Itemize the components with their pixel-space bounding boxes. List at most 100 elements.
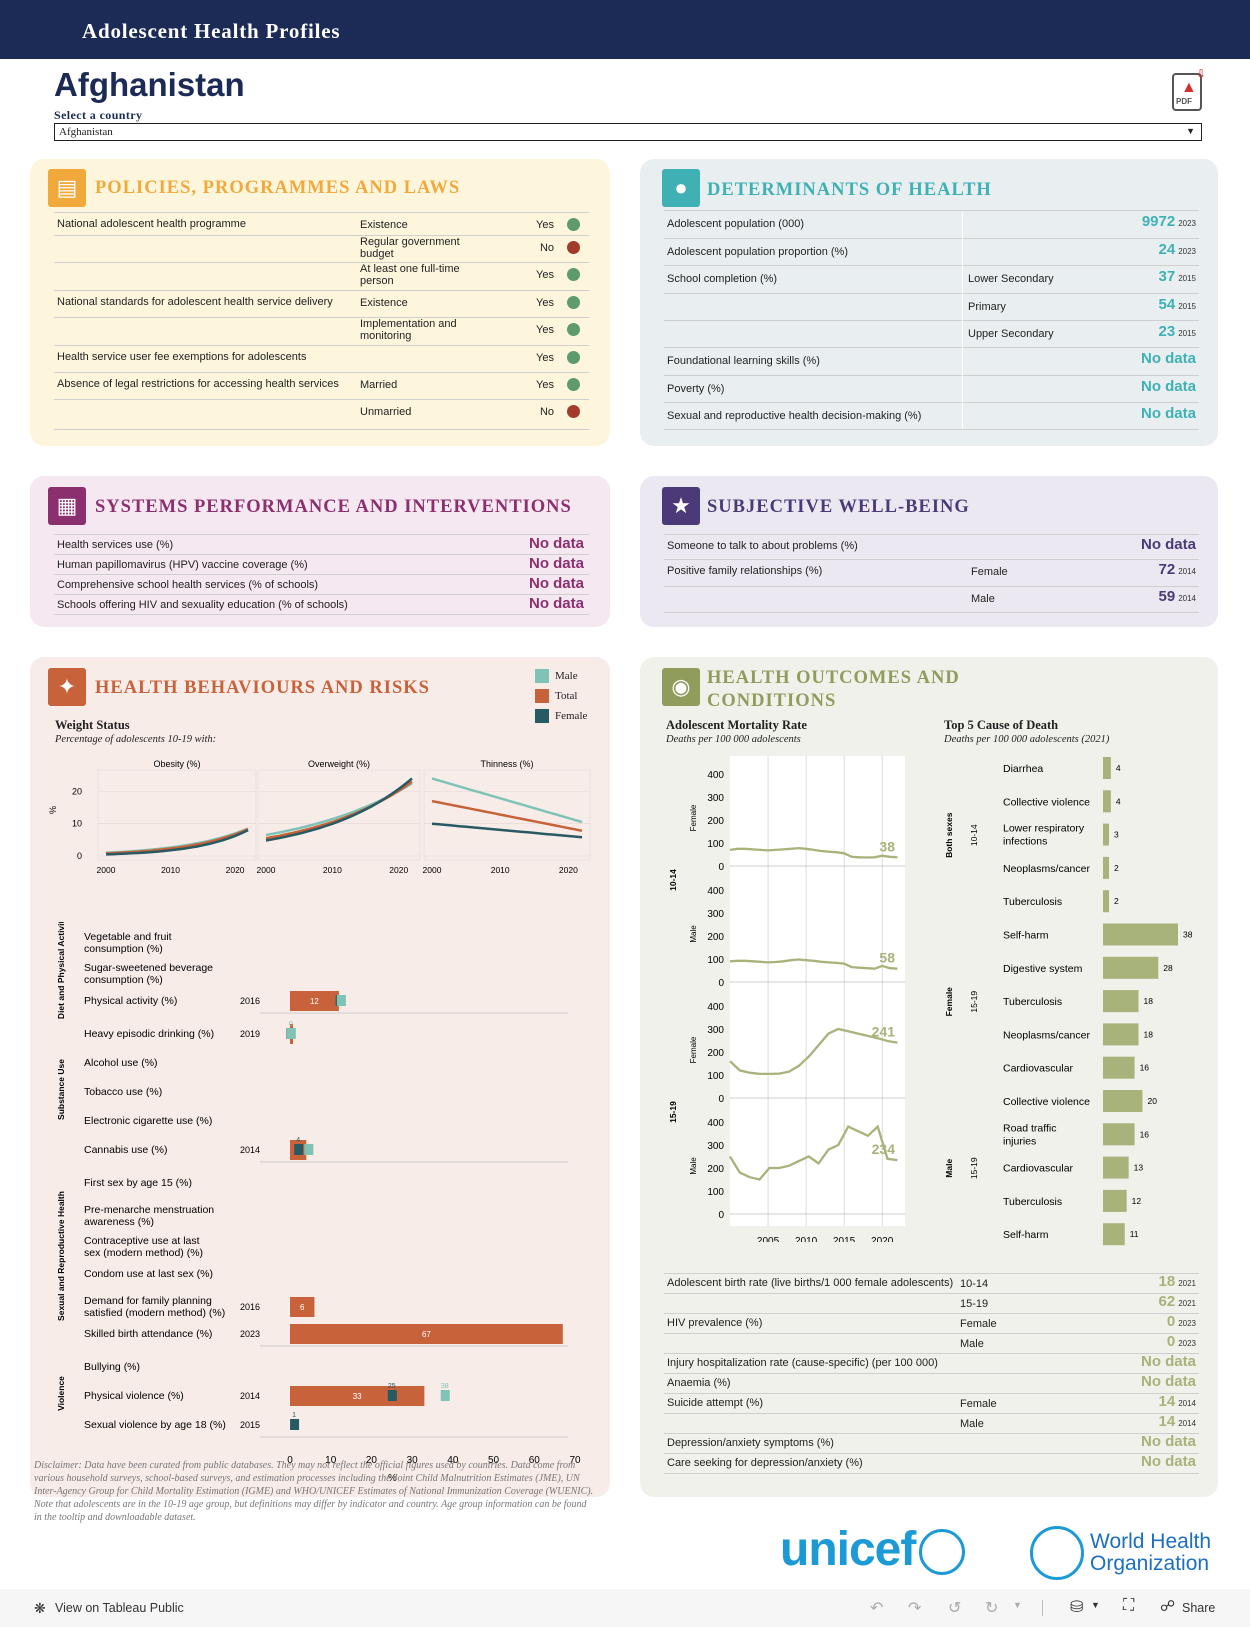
- outcome-value: 14 2014: [1050, 1413, 1196, 1430]
- weight-line-thinness-total[interactable]: [431, 799, 583, 833]
- group-label: Violence: [56, 1376, 66, 1411]
- cause-label: Self-harm: [1003, 1229, 1049, 1241]
- status-red-icon: [567, 241, 580, 254]
- behaviour-year: 2023: [240, 1329, 260, 1339]
- marker-male[interactable]: [286, 1028, 296, 1039]
- outcome-sub: Female: [960, 1398, 997, 1410]
- marker-male[interactable]: [304, 1144, 314, 1155]
- weight-line-obesity-female[interactable]: [105, 829, 249, 856]
- cause-label: Tuberculosis: [1003, 996, 1062, 1008]
- tableau-icon: ❋: [34, 1600, 46, 1616]
- sex-label: Male: [689, 1157, 698, 1175]
- row-separator: [54, 399, 589, 400]
- cause-bar[interactable]: [1103, 923, 1178, 946]
- pdf-label: PDF: [1176, 97, 1192, 106]
- behaviour-indicator: Demand for family planning satisfied (mod…: [84, 1295, 225, 1319]
- download-icon[interactable]: ⛁: [1070, 1599, 1084, 1616]
- top5-sex-label: Female: [944, 987, 954, 1017]
- weight-line-thinness-male[interactable]: [431, 777, 583, 824]
- legend-female[interactable]: Female: [535, 706, 587, 726]
- bar-total[interactable]: [290, 1297, 315, 1317]
- bar-total[interactable]: [290, 991, 339, 1011]
- cause-label: Neoplasms/cancer: [1003, 1029, 1090, 1041]
- country-select[interactable]: Afghanistan ▼: [54, 123, 1202, 141]
- marker-female[interactable]: [290, 1419, 300, 1430]
- pdf-icon: ▲: [1181, 79, 1197, 96]
- determinant-indicator: School completion (%): [667, 273, 778, 285]
- cause-label: Tuberculosis: [1003, 896, 1062, 908]
- row-separator: [664, 1333, 1199, 1334]
- undo-icon[interactable]: ↶: [870, 1600, 884, 1617]
- behaviours-title: HEALTH BEHAVIOURS AND RISKS: [95, 678, 430, 698]
- determinant-value-text: 37: [1158, 268, 1176, 285]
- marker-male[interactable]: [440, 1390, 450, 1401]
- pdf-download-button[interactable]: ▲ ⇩ PDF: [1172, 67, 1206, 111]
- cause-bar[interactable]: [1103, 1189, 1127, 1212]
- cause-bar[interactable]: [1103, 956, 1159, 979]
- facet-panel: [97, 769, 257, 861]
- row-separator: [664, 559, 1199, 560]
- outcome-value: 62 2021: [1050, 1293, 1196, 1310]
- x-tick: 2000: [97, 865, 116, 875]
- cause-bar[interactable]: [1103, 823, 1109, 846]
- row-separator: [664, 320, 1199, 321]
- cause-bar[interactable]: [1103, 856, 1109, 879]
- unicef-logo-text: unicef: [780, 1523, 916, 1576]
- cause-bar[interactable]: [1103, 1090, 1143, 1112]
- outcome-value: 0 2023: [1050, 1313, 1196, 1330]
- cause-bar[interactable]: [1103, 1223, 1125, 1246]
- mortality-line-15-19-male[interactable]: [729, 1124, 898, 1181]
- behaviour-indicator: Vegetable and fruit consumption (%): [84, 931, 172, 955]
- cause-value: 18: [1144, 1029, 1154, 1039]
- behaviour-indicator: Sugar-sweetened beverage consumption (%): [84, 962, 213, 986]
- outcome-sub: 15-19: [960, 1298, 989, 1310]
- row-separator: [664, 429, 1199, 430]
- view-on-tableau-link[interactable]: View on Tableau Public: [55, 1601, 184, 1615]
- outcome-sub: Male: [960, 1338, 984, 1350]
- marker-female[interactable]: [387, 1390, 397, 1401]
- marker-male[interactable]: [336, 995, 346, 1006]
- marker-female[interactable]: [294, 1144, 304, 1155]
- cause-bar[interactable]: [1103, 1023, 1139, 1046]
- share-button[interactable]: Share: [1182, 1601, 1216, 1615]
- country-select-value: Afghanistan: [59, 126, 113, 138]
- download-dropdown-icon[interactable]: ▼: [1091, 1600, 1100, 1610]
- y-tick: 0: [77, 851, 82, 861]
- facet-label: Thinness (%): [480, 759, 533, 769]
- policy-sub: Implementation and monitoring: [360, 318, 457, 342]
- bar-total[interactable]: [290, 1324, 563, 1344]
- cause-bar[interactable]: [1103, 1123, 1135, 1146]
- mortality-line-15-19-female[interactable]: [729, 1027, 898, 1076]
- share-icon[interactable]: ☍: [1160, 1598, 1176, 1615]
- refresh-icon[interactable]: ↻: [985, 1600, 999, 1617]
- cause-bar[interactable]: [1103, 790, 1111, 813]
- cause-bar[interactable]: [1103, 757, 1111, 779]
- cause-bar[interactable]: [1103, 1056, 1135, 1079]
- outcome-indicator: Injury hospitalization rate (cause-speci…: [667, 1357, 938, 1369]
- mortality-line-10-14-female[interactable]: [729, 846, 898, 859]
- redo-icon[interactable]: ↷: [908, 1600, 922, 1617]
- pause-dropdown-icon[interactable]: ▼: [1013, 1600, 1022, 1610]
- cause-value: 38: [1183, 930, 1193, 940]
- wellbeing-year: 2014: [1178, 594, 1196, 603]
- weight-line-overweight-female[interactable]: [265, 777, 413, 842]
- fullscreen-icon[interactable]: ⛶: [1123, 1597, 1135, 1614]
- legend-total[interactable]: Total: [535, 686, 587, 706]
- weight-line-thinness-female[interactable]: [431, 822, 583, 839]
- cause-bar[interactable]: [1103, 1156, 1129, 1179]
- facet-label: Overweight (%): [308, 759, 370, 769]
- cause-bar[interactable]: [1103, 890, 1109, 913]
- mortality-line-10-14-male[interactable]: [729, 958, 898, 970]
- row-separator: [664, 1473, 1199, 1474]
- weight-line-obesity-total[interactable]: [105, 828, 249, 855]
- cause-label: Cardiovascular: [1003, 1063, 1074, 1075]
- group-label: Sexual and Reproductive Health: [56, 1191, 66, 1321]
- mortality-last-value: 241: [872, 1024, 896, 1040]
- top5-sex-label: Both sexes: [944, 812, 954, 858]
- revert-icon[interactable]: ↺: [948, 1600, 962, 1617]
- row-separator: [54, 290, 589, 291]
- legend-male[interactable]: Male: [535, 666, 587, 686]
- cause-bar[interactable]: [1103, 990, 1139, 1013]
- determinant-value: 23 2015: [1050, 323, 1196, 340]
- outcome-year: 2023: [1178, 1319, 1196, 1328]
